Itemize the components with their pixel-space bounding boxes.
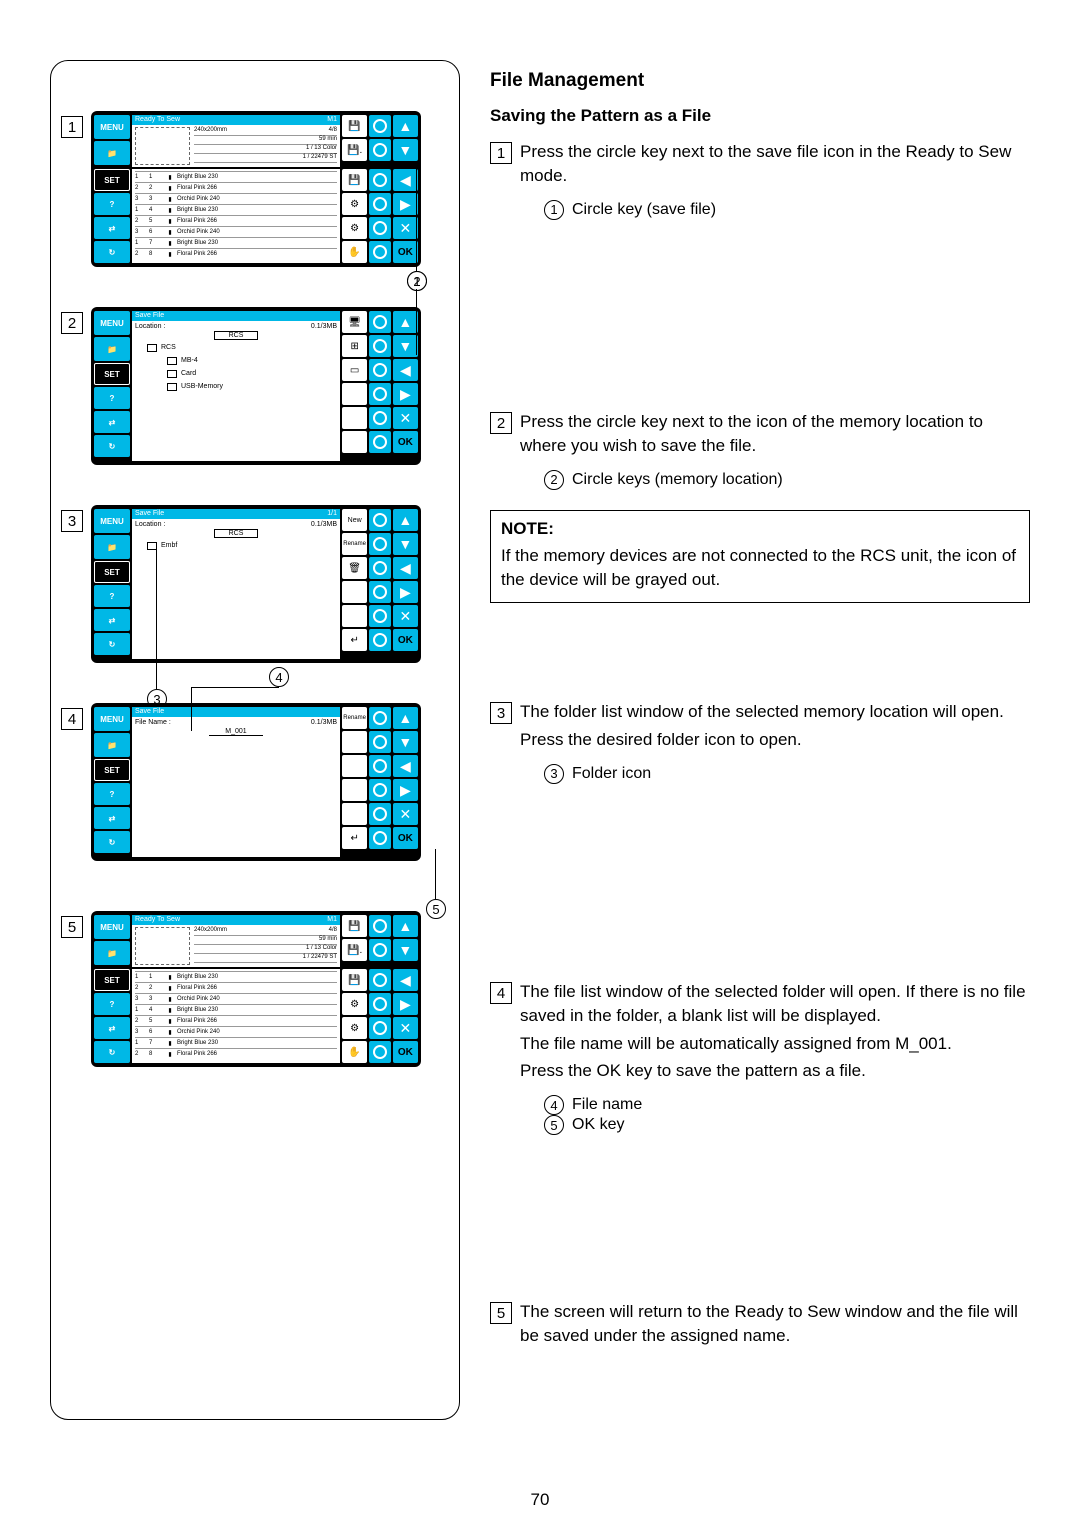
thread-row: 11▮Bright Blue 230	[135, 171, 337, 182]
thread-row: 28▮Floral Pink 266	[135, 248, 337, 259]
screen-step-3: 3 MENU 📁 SET ? ⇄ ↻ Save File1/1	[61, 505, 449, 663]
right-key[interactable]: ▶	[393, 193, 418, 215]
thread-row: 11▮Bright Blue 230	[135, 971, 337, 982]
device-screenshot: MENU 📁 SET ? ⇄ ↻ Save File Location :0.1…	[91, 307, 421, 465]
thread-row: 22▮Floral Pink 266	[135, 982, 337, 993]
main-display: Ready To SewM1 240x200mm4/8 59 min 1 / 1…	[132, 115, 340, 167]
thread-row: 14▮Bright Blue 230	[135, 1004, 337, 1015]
help-key[interactable]: ?	[94, 193, 130, 215]
hand-icon: ✋	[342, 241, 367, 263]
page-number: 70	[531, 1490, 550, 1510]
thread-row: 33▮Orchid Pink 240	[135, 993, 337, 1004]
left-illustration-column: 1 MENU 📁 Ready To SewM1 240x200	[50, 60, 460, 1420]
thread-row: 28▮Floral Pink 266	[135, 1048, 337, 1059]
x-key[interactable]: ✕	[393, 217, 418, 239]
screen-step-5: 5 MENU 📁 Ready To SewM1 240x200	[61, 911, 449, 1067]
menu-key[interactable]: MENU	[94, 115, 130, 139]
set-key[interactable]: SET	[94, 169, 130, 191]
thread-row: 25▮Floral Pink 266	[135, 1015, 337, 1026]
rotate-key[interactable]: ↻	[94, 241, 130, 263]
steps-frame: 1 MENU 📁 Ready To SewM1 240x200	[50, 60, 460, 1420]
left-key[interactable]: ◀	[393, 169, 418, 191]
device-screenshot: MENU 📁 SET ? ⇄ ↻ Save File File Name :0.…	[91, 703, 421, 861]
circle-key[interactable]	[369, 115, 390, 137]
section-heading: File Management	[490, 70, 1030, 92]
thread-row: 33▮Orchid Pink 240	[135, 193, 337, 204]
thread-row: 17▮Bright Blue 230	[135, 237, 337, 248]
thread-row: 36▮Orchid Pink 240	[135, 1026, 337, 1037]
delete-icon: 🗑	[342, 557, 367, 579]
thread-row: 25▮Floral Pink 266	[135, 215, 337, 226]
down-key[interactable]: ▼	[393, 139, 418, 161]
transfer-key[interactable]: ⇄	[94, 217, 130, 239]
device-screenshot: MENU 📁 Ready To SewM1 240x200mm4/8 59 mi…	[91, 911, 421, 1067]
callout-4: 4	[269, 667, 289, 687]
up-key[interactable]: ▲	[393, 115, 418, 137]
save-icon: 💾	[342, 115, 367, 137]
callout-2: 2	[407, 271, 427, 291]
file-name-field: M_001	[209, 728, 262, 736]
screen-step-1: 1 MENU 📁 Ready To SewM1 240x200	[61, 111, 449, 267]
screen-step-2: 2 2 MENU 📁 SET ? ⇄ ↻ Save	[61, 307, 449, 465]
step-number-box: 1	[61, 116, 83, 138]
step-num: 1	[490, 142, 512, 164]
thread-row: 14▮Bright Blue 230	[135, 204, 337, 215]
thread-row: 17▮Bright Blue 230	[135, 1037, 337, 1048]
thread-list: 11▮Bright Blue 23022▮Floral Pink 26633▮O…	[132, 169, 340, 263]
step-text: Press the circle key next to the save fi…	[520, 140, 1030, 188]
instruction-column: File Management Saving the Pattern as a …	[490, 60, 1030, 1420]
enter-icon: ↵	[342, 629, 367, 651]
section-subheading: Saving the Pattern as a File	[490, 106, 1030, 126]
ok-key[interactable]: OK	[393, 827, 418, 849]
folder-key[interactable]: 📁	[94, 141, 130, 165]
note-box: NOTE: If the memory devices are not conn…	[490, 510, 1030, 603]
screen-step-4: 4 4 MENU 📁 SET ? ⇄ ↻	[61, 703, 449, 861]
device-screenshot: MENU 📁 Ready To SewM1 240x200mm4/8 59 mi…	[91, 111, 421, 267]
thread-row: 22▮Floral Pink 266	[135, 182, 337, 193]
ok-key[interactable]: OK	[393, 241, 418, 263]
save-file-panel: Save File Location :0.1/3MB RCS RCS MB-4…	[132, 311, 340, 461]
thread-row: 36▮Orchid Pink 240	[135, 226, 337, 237]
device-screenshot: MENU 📁 SET ? ⇄ ↻ Save File1/1 Location :…	[91, 505, 421, 663]
